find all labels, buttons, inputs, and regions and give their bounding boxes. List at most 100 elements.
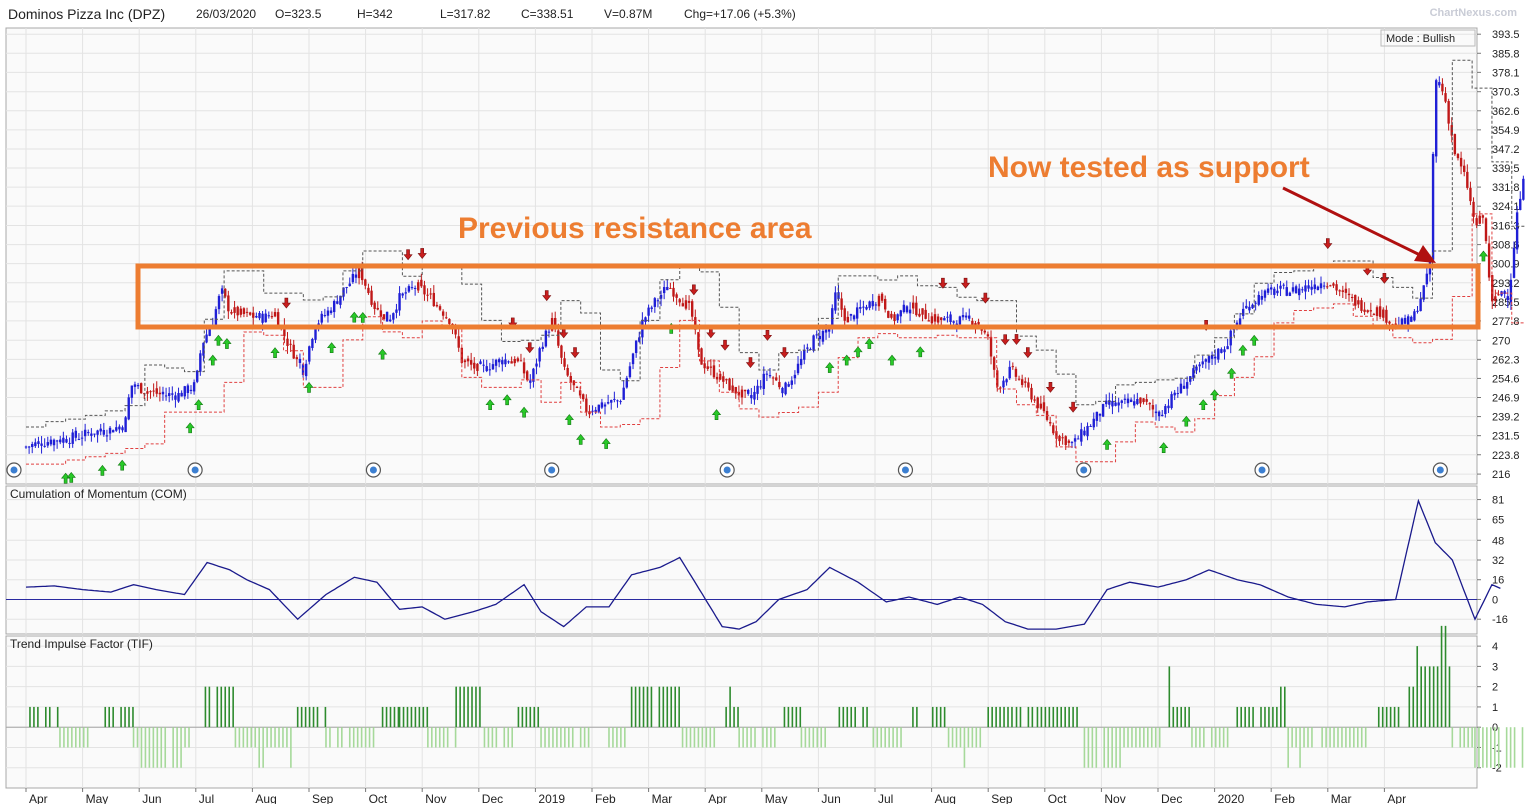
candle-body <box>52 439 56 446</box>
candle-body <box>367 287 370 294</box>
candle-body <box>912 302 915 309</box>
candle-body <box>613 398 616 400</box>
candle-body <box>227 295 230 312</box>
candle-body <box>722 376 725 382</box>
candle-body <box>205 334 208 343</box>
candle-body <box>1020 379 1024 385</box>
candle-body <box>1481 215 1485 218</box>
candle-body <box>1185 382 1189 389</box>
y-tick-label: 16 <box>1492 575 1504 587</box>
x-tick-label: Jul <box>878 792 893 804</box>
y-tick-label: 231.5 <box>1492 431 1520 443</box>
candle-body <box>684 300 688 309</box>
candle-body <box>1431 153 1435 260</box>
buy-arrow <box>485 399 495 411</box>
candle-body <box>871 300 874 307</box>
candle-body <box>1201 361 1204 365</box>
candle-body <box>345 287 348 289</box>
candle-body <box>669 288 672 290</box>
event-markers <box>6 462 1448 478</box>
candle-body <box>136 385 140 387</box>
candle-body <box>314 328 317 340</box>
y-tick-label: 239.2 <box>1492 412 1520 424</box>
candle-body <box>1257 294 1260 305</box>
candle-body <box>1434 80 1438 157</box>
candle-body <box>700 348 703 365</box>
candle-body <box>1123 398 1127 400</box>
candle-body <box>1189 376 1192 382</box>
candle-body <box>1344 288 1348 293</box>
candle-body <box>1484 218 1488 242</box>
candle-body <box>958 316 962 325</box>
candle-body <box>936 316 940 323</box>
candle-body <box>242 308 246 315</box>
event-marker-dot <box>191 466 199 474</box>
candle-body <box>491 364 495 370</box>
candle-body <box>1329 285 1332 287</box>
candle-body <box>989 336 993 357</box>
sell-arrow <box>1045 382 1056 393</box>
candle-body <box>217 296 221 310</box>
candle-body <box>1114 402 1117 406</box>
high-readout: H=342 <box>357 7 393 21</box>
candle-body <box>1014 368 1018 377</box>
candle-body <box>806 347 809 349</box>
candle-body <box>401 293 404 296</box>
candle-body <box>1005 379 1008 383</box>
x-tick-label: Mar <box>652 792 673 804</box>
sell-arrow <box>1000 334 1010 346</box>
y-tick-label: -2 <box>1492 763 1502 775</box>
buy-arrow <box>601 438 611 449</box>
buy-arrow <box>1102 438 1112 450</box>
candle-body <box>996 370 999 387</box>
candle-body <box>233 307 236 313</box>
candle-body <box>1456 154 1460 159</box>
candle-body <box>753 391 756 400</box>
candle-body <box>329 310 333 314</box>
candle-body <box>1157 411 1161 417</box>
candle-body <box>320 313 323 323</box>
candle-body <box>1027 382 1030 388</box>
candle-body <box>634 340 638 354</box>
candle-body <box>395 309 398 313</box>
candle-body <box>694 317 697 330</box>
y-tick-label: -16 <box>1492 614 1508 626</box>
candle-body <box>273 312 277 317</box>
candle-body <box>96 430 99 435</box>
x-tick-label: Aug <box>255 792 276 804</box>
candle-body <box>376 307 379 310</box>
sell-arrow <box>960 277 971 289</box>
event-marker-dot <box>723 466 731 474</box>
candle-body <box>454 327 457 335</box>
sell-arrow <box>1023 347 1033 359</box>
candle-body <box>675 294 678 298</box>
buy-arrow <box>66 471 76 483</box>
candle-body <box>1161 414 1164 417</box>
candle-body <box>239 308 242 315</box>
x-tick-label: Apr <box>29 792 48 804</box>
candle-body <box>519 360 523 362</box>
candle-body <box>1385 309 1388 323</box>
candle-body <box>924 309 927 319</box>
candle-body <box>1170 394 1173 409</box>
candle-body <box>1167 405 1170 409</box>
candle-body <box>1282 284 1285 286</box>
candle-body <box>1515 212 1519 250</box>
candle-body <box>672 287 675 297</box>
candle-body <box>323 315 327 317</box>
y-tick-label: 324.1 <box>1492 201 1520 213</box>
candle-body <box>709 366 713 368</box>
candle-body <box>139 383 143 394</box>
candle-body <box>1341 290 1344 292</box>
candle-body <box>1509 279 1513 303</box>
candle-body <box>600 402 604 408</box>
candle-body <box>448 318 451 324</box>
buy-arrow <box>564 414 574 425</box>
candle-body <box>740 389 744 398</box>
candle-body <box>167 393 171 396</box>
candle-body <box>1441 83 1444 92</box>
candle-body <box>357 267 361 279</box>
candle-body <box>1419 298 1422 312</box>
candle-body <box>121 427 124 431</box>
